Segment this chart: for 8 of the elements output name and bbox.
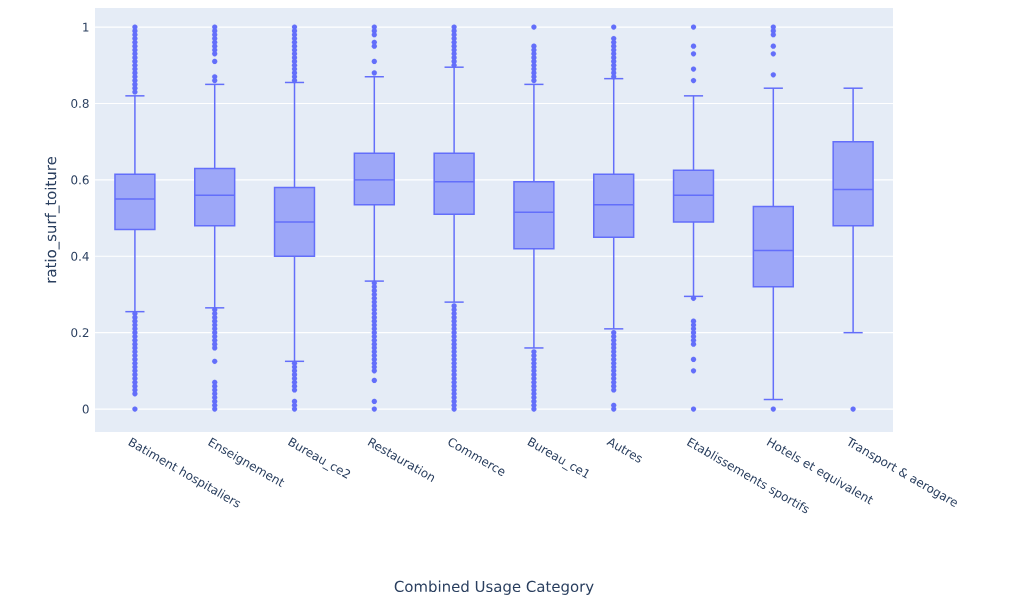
y-tick-label: 0 — [82, 404, 89, 414]
y-tick-label: 1 — [83, 22, 89, 32]
y-tick-label: 0.4 — [71, 251, 89, 261]
y-axis-title: ratio_surf_toiture — [44, 157, 60, 283]
y-tick-label: 0.6 — [71, 175, 89, 185]
y-tick-label: 0.2 — [71, 328, 89, 338]
y-tick-label: 0.8 — [71, 98, 89, 108]
x-axis-title: Combined Usage Category — [394, 580, 594, 595]
